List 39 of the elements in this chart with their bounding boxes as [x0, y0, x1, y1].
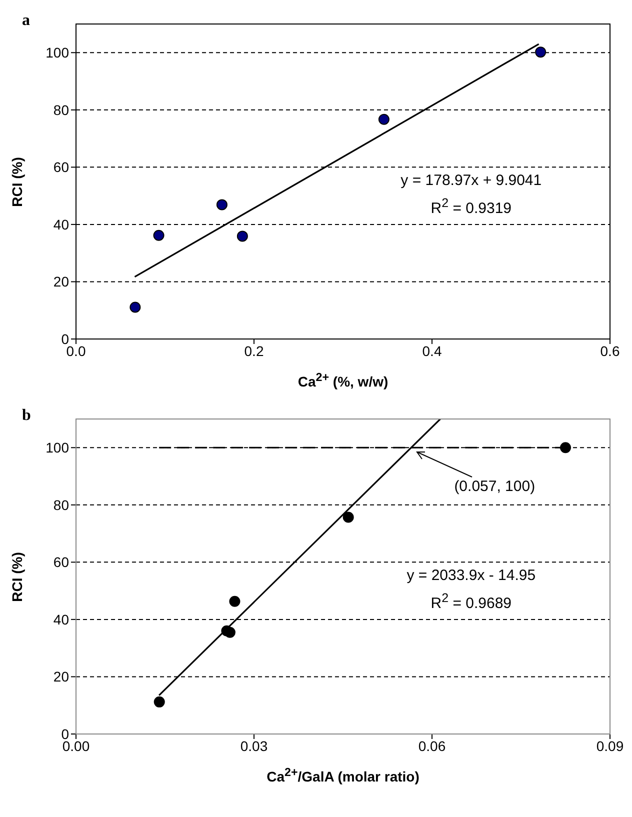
- x-tick-label: 0.03: [240, 738, 268, 754]
- y-tick-label: 60: [53, 159, 70, 176]
- x-tick-label: 0.09: [596, 738, 624, 754]
- annotation: R$^{2}$ = 0.9319: [430, 195, 513, 220]
- point: [130, 302, 141, 313]
- chart-title: b: [22, 407, 31, 425]
- y-tick-label: 80: [53, 496, 70, 513]
- point: [224, 626, 236, 638]
- x-tick-label: 0.6: [600, 342, 620, 359]
- y-tick-label: 60: [53, 554, 70, 570]
- x-tick-label: 0.06: [418, 738, 446, 754]
- y-axis-title: RCI (%): [9, 552, 25, 602]
- annotation: y = 2033.9x - 14.95: [406, 566, 537, 586]
- point: [236, 230, 248, 242]
- y-axis-title: RCI (%): [9, 156, 25, 206]
- x-axis-title: Ca$^{2+}$/GalA (molar ratio): [266, 766, 420, 785]
- y-tick-label: 20: [53, 668, 70, 685]
- chart-title: a: [22, 12, 30, 30]
- annotation: y = 178.97x + 9.9041: [400, 171, 543, 192]
- y-tick-label: 0: [61, 726, 70, 742]
- x-tick-label: 0.4: [422, 342, 442, 359]
- y-tick-label: 100: [46, 440, 70, 456]
- point: [229, 596, 240, 607]
- x-tick-label: 0.2: [244, 342, 264, 359]
- y-tick-label: 40: [53, 216, 70, 232]
- y-tick-label: 20: [53, 274, 70, 290]
- point: [216, 199, 228, 210]
- point: [154, 696, 165, 708]
- point: [560, 442, 571, 454]
- y-tick-label: 40: [53, 611, 70, 628]
- y-tick-label: 100: [46, 44, 70, 61]
- annotation: (0.057, 100): [454, 478, 536, 495]
- point: [535, 46, 546, 58]
- y-tick-label: 80: [53, 102, 70, 118]
- annotation: R$^{2}$ = 0.9689: [430, 590, 513, 614]
- point: [378, 114, 390, 125]
- x-axis-title: Ca$^{2+}$ (%, w/w): [296, 371, 390, 390]
- point: [153, 230, 164, 241]
- point: [342, 512, 354, 523]
